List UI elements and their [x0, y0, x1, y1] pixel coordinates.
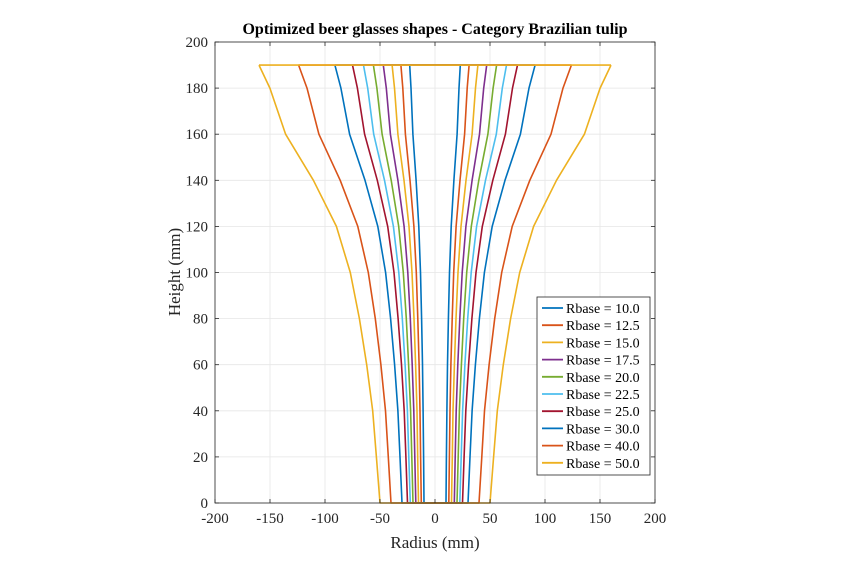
y-tick-label: 180	[186, 81, 209, 97]
legend-entry: Rbase = 25.0	[566, 405, 640, 420]
legend-entry: Rbase = 17.5	[566, 354, 640, 369]
x-tick-label: -50	[370, 511, 390, 527]
y-tick-label: 60	[193, 358, 208, 374]
x-tick-label: -100	[311, 511, 339, 527]
x-tick-label: 100	[534, 511, 557, 527]
y-tick-label: 80	[193, 312, 208, 328]
ticks: -200 -150 -100 -50 0 50 100 150 200 0 20 40 60 80 100 1…	[186, 35, 667, 527]
y-tick-label: 200	[186, 35, 209, 51]
legend: Rbase = 10.0 Rbase = 12.5 Rbase = 15.0 Rbas…	[536, 296, 651, 476]
legend-entry: Rbase = 30.0	[566, 422, 640, 437]
legend-entry: Rbase = 12.5	[566, 319, 640, 334]
chart-title: Optimized beer glasses shapes - Category…	[242, 21, 627, 38]
y-tick-label: 0	[201, 496, 209, 512]
y-tick-label: 100	[186, 266, 209, 282]
y-axis-label: Height (mm)	[165, 228, 184, 316]
y-tick-label: 40	[193, 404, 208, 420]
legend-entry: Rbase = 15.0	[566, 336, 640, 351]
y-tick-label: 20	[193, 450, 208, 466]
x-tick-label: 200	[644, 511, 667, 527]
legend-entry: Rbase = 20.0	[566, 371, 640, 386]
x-tick-label: -150	[256, 511, 284, 527]
y-tick-label: 120	[186, 219, 209, 235]
y-tick-label: 140	[186, 173, 209, 189]
legend-entry: Rbase = 22.5	[566, 388, 640, 403]
x-tick-label: 150	[589, 511, 612, 527]
legend-entry: Rbase = 40.0	[566, 440, 640, 455]
x-tick-label: 50	[483, 511, 498, 527]
x-axis-label: Radius (mm)	[390, 533, 479, 552]
x-tick-label: 0	[431, 511, 439, 527]
x-tick-label: -200	[201, 511, 229, 527]
y-tick-label: 160	[186, 127, 209, 143]
legend-entry: Rbase = 10.0	[566, 302, 640, 317]
legend-entry: Rbase = 50.0	[566, 457, 640, 472]
